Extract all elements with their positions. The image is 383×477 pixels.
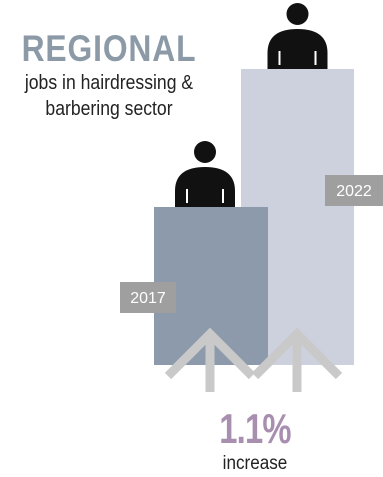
category-label-2017: 2017 — [130, 290, 166, 307]
up-arrow-icon — [164, 327, 256, 392]
person-icon-body — [175, 167, 235, 207]
up-arrow-icon-chevron — [164, 327, 256, 380]
person-icon — [175, 141, 235, 207]
person-icon — [267, 3, 328, 69]
category-label-2022: 2022 — [336, 183, 372, 200]
category-label-box-2022 — [325, 175, 383, 206]
person-icon-body — [267, 29, 328, 69]
up-arrow-icon-chevron — [251, 327, 343, 380]
person-icon-head — [286, 3, 309, 25]
up-arrow-icon — [251, 327, 343, 392]
chart-title: REGIONAL — [21, 28, 197, 69]
subtitle-line-2: barbering sector — [45, 98, 173, 120]
person-icon-head — [194, 141, 216, 163]
change-caption: increase — [222, 453, 288, 474]
chart-subtitle: jobs in hairdressing & barbering sector — [13, 70, 205, 122]
change-value: 1.1% — [219, 405, 291, 452]
subtitle-line-1: jobs in hairdressing & — [24, 72, 194, 94]
bars-layer: 2017 2022 — [120, 3, 383, 392]
category-label-box-2017 — [120, 282, 176, 313]
